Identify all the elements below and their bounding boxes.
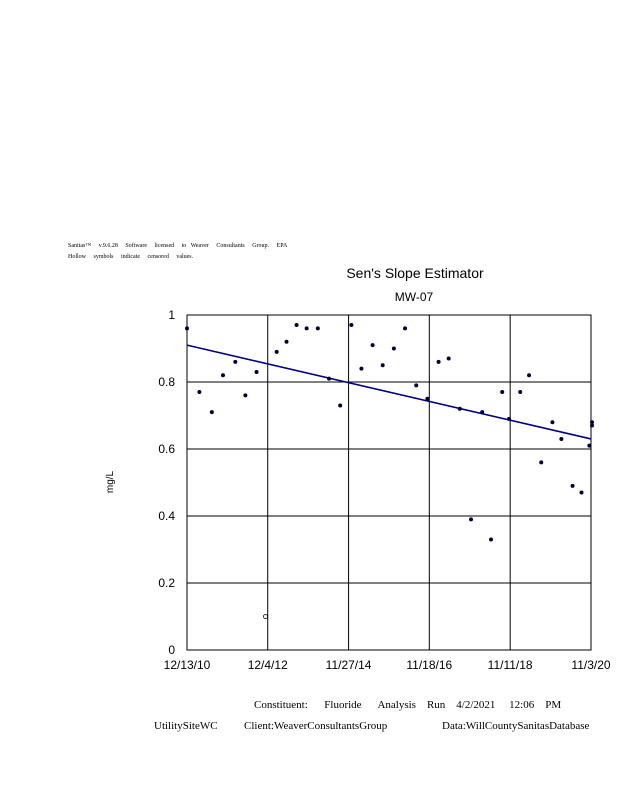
y-tick-label: 1	[168, 308, 175, 322]
data-points	[185, 323, 594, 619]
data-point	[550, 420, 555, 425]
y-tick-label: 0.2	[158, 576, 175, 590]
data-point	[185, 326, 189, 331]
data-point	[359, 366, 364, 371]
data-point	[436, 359, 441, 364]
data-point	[233, 359, 238, 364]
data-point	[209, 410, 214, 415]
data-point	[391, 346, 396, 351]
data-point	[590, 420, 594, 425]
constituent-run-info: Constituent: Fluoride Analysis Run 4/2/2…	[254, 699, 562, 711]
censored-note-line: Hollow symbols indicate censored values.	[68, 254, 194, 260]
data-point	[327, 376, 332, 381]
data-point	[587, 443, 592, 448]
data-point	[243, 393, 248, 398]
client-name: Client:WeaverConsultantsGroup	[244, 720, 388, 732]
censored-data-point	[263, 614, 268, 619]
chart-title: Sen's Slope Estimator	[346, 265, 484, 281]
data-point	[527, 373, 532, 378]
data-point	[500, 390, 505, 395]
data-point	[197, 390, 202, 395]
license-header-line: Sanitas™ v.9.6.28 Software licensed to W…	[68, 243, 288, 249]
data-point	[507, 416, 512, 421]
x-tick-labels: 12/13/10 12/4/12 11/27/14 11/18/16 11/11/18 1…	[164, 658, 611, 672]
data-point	[284, 339, 289, 344]
y-tick-label: 0.4	[158, 509, 175, 523]
data-point	[570, 483, 575, 488]
data-point	[380, 363, 385, 368]
x-tick-label: 11/11/18	[488, 658, 533, 672]
data-point	[370, 343, 375, 348]
data-point	[590, 423, 594, 428]
data-point	[425, 396, 430, 401]
site-name: UtilitySiteWC	[154, 720, 218, 732]
x-tick-label: 11/27/14	[326, 658, 372, 672]
y-tick-label: 0	[168, 643, 175, 657]
plot-border	[186, 314, 592, 651]
data-source: Data:WillCountySanitasDatabase	[442, 720, 590, 732]
data-point	[221, 373, 226, 378]
y-tick-label: 0.8	[158, 375, 175, 389]
data-point	[254, 369, 259, 374]
data-point	[274, 349, 279, 354]
data-point	[304, 326, 309, 331]
x-tick-label: 11/3/20	[571, 658, 610, 672]
data-point	[539, 460, 544, 465]
sens-slope-trend-line	[186, 344, 592, 440]
chart-subtitle: MW-07	[395, 290, 434, 304]
x-tick-label: 12/13/10	[164, 658, 211, 672]
trend-line-layer	[186, 344, 592, 440]
plot-grid	[186, 314, 592, 651]
x-tick-label: 12/4/12	[248, 658, 288, 672]
y-tick-labels: 0 0.2 0.4 0.6 0.8 1	[158, 308, 175, 657]
data-point	[338, 403, 343, 408]
data-point	[579, 490, 584, 495]
data-point	[489, 537, 494, 542]
data-point	[315, 326, 320, 331]
data-point	[414, 383, 419, 388]
data-point	[294, 323, 299, 328]
data-point	[469, 517, 474, 522]
data-point	[446, 356, 451, 361]
y-axis-label: mg/L	[105, 470, 116, 493]
x-tick-label: 11/18/16	[406, 658, 452, 672]
data-point	[349, 323, 354, 328]
data-point	[518, 390, 523, 395]
data-point	[457, 406, 462, 411]
data-point	[480, 410, 485, 415]
y-tick-label: 0.6	[158, 442, 175, 456]
data-point	[559, 436, 564, 441]
data-point	[403, 326, 408, 331]
